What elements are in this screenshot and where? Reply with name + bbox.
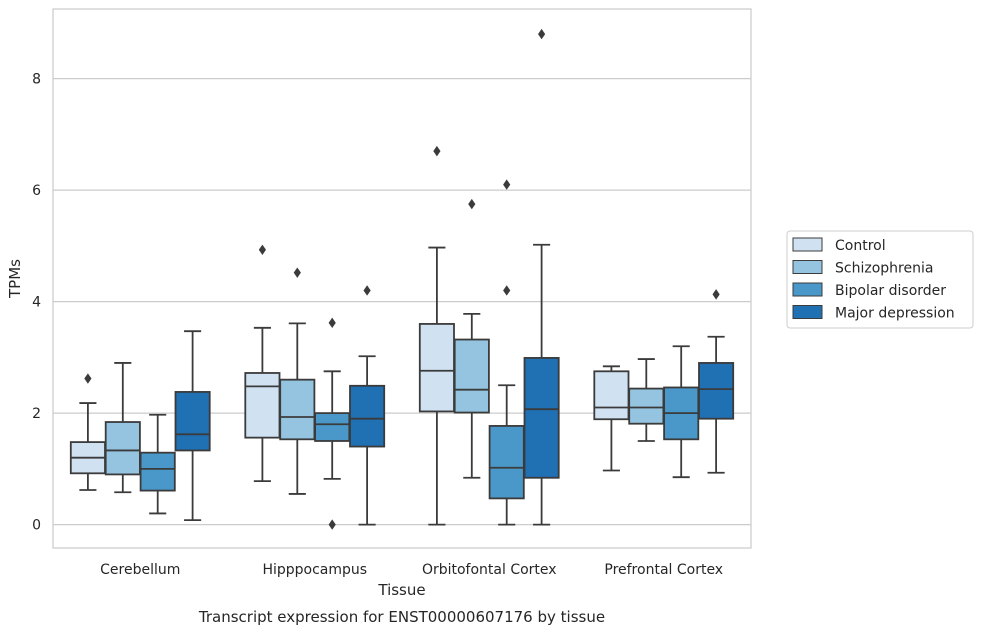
box-3-0 xyxy=(593,365,630,472)
outlier-point xyxy=(503,179,511,190)
x-tick-label: Orbitofontal Cortex xyxy=(422,562,557,578)
legend-label: Schizophrenia xyxy=(835,261,933,277)
box-body xyxy=(698,362,735,420)
box-2-0 xyxy=(418,145,455,526)
box-body xyxy=(593,370,630,421)
box-2-2 xyxy=(488,179,525,526)
box-body xyxy=(418,323,455,413)
legend: Control Schizophrenia Bipolar disorder Majo… xyxy=(786,230,974,329)
box-body xyxy=(523,357,560,479)
legend-swatch xyxy=(792,237,823,252)
box-1-3 xyxy=(349,285,386,526)
box-0-0 xyxy=(69,373,106,491)
box-3-3 xyxy=(698,289,735,474)
y-ticks: 0 2 4 6 8 xyxy=(32,72,41,534)
boxes xyxy=(69,28,735,530)
outlier-point xyxy=(258,244,266,255)
box-body xyxy=(174,391,211,452)
legend-swatch xyxy=(792,260,823,274)
y-tick-label: 4 xyxy=(32,295,41,311)
y-axis-label: TPMs xyxy=(6,259,24,299)
box-body xyxy=(244,372,281,439)
outlier-point xyxy=(433,145,441,157)
x-ticks: Cerebellum Hipppocampus Orbitofontal Corte… xyxy=(100,562,723,578)
outlier-point xyxy=(712,289,720,300)
outlier-point xyxy=(293,267,301,278)
box-1-2 xyxy=(314,317,351,530)
legend-label: Control xyxy=(835,238,886,254)
box-2-3 xyxy=(523,28,560,526)
box-3-2 xyxy=(663,345,700,479)
box-body xyxy=(279,378,316,441)
outlier-point xyxy=(538,28,546,40)
y-tick-label: 6 xyxy=(32,183,41,199)
legend-swatch xyxy=(792,282,823,297)
box-0-3 xyxy=(174,330,211,522)
outlier-point xyxy=(503,285,511,296)
legend-label: Bipolar disorder xyxy=(835,283,946,299)
box-body xyxy=(488,425,525,500)
box-body xyxy=(628,387,665,425)
outlier-point xyxy=(468,198,476,210)
x-tick-label: Hipppocampus xyxy=(262,562,367,578)
legend-frame xyxy=(786,230,974,329)
box-2-1 xyxy=(453,198,490,479)
outlier-point xyxy=(84,373,92,384)
box-3-1 xyxy=(628,358,665,442)
x-tick-label: Prefrontal Cortex xyxy=(604,562,723,578)
legend-label: Major depression xyxy=(835,306,955,322)
box-0-1 xyxy=(104,362,141,494)
box-body xyxy=(314,412,351,442)
box-body xyxy=(349,384,386,448)
x-axis-label: Tissue xyxy=(377,581,425,599)
box-body xyxy=(104,421,141,476)
box-body xyxy=(139,451,176,492)
outlier-point xyxy=(328,519,336,530)
y-tick-label: 8 xyxy=(32,72,41,88)
outlier-point xyxy=(328,317,336,329)
chart-caption: Transcript expression for ENST0000060717… xyxy=(198,608,605,626)
outlier-point xyxy=(363,285,371,296)
y-tick-label: 2 xyxy=(32,406,41,422)
box-1-0 xyxy=(244,244,281,483)
legend-swatch xyxy=(792,305,823,319)
y-tick-label: 0 xyxy=(32,518,41,534)
x-tick-label: Cerebellum xyxy=(100,562,180,578)
plot-frame xyxy=(52,8,752,549)
box-1-1 xyxy=(279,267,316,495)
box-0-2 xyxy=(139,413,176,515)
box-body xyxy=(453,338,490,414)
